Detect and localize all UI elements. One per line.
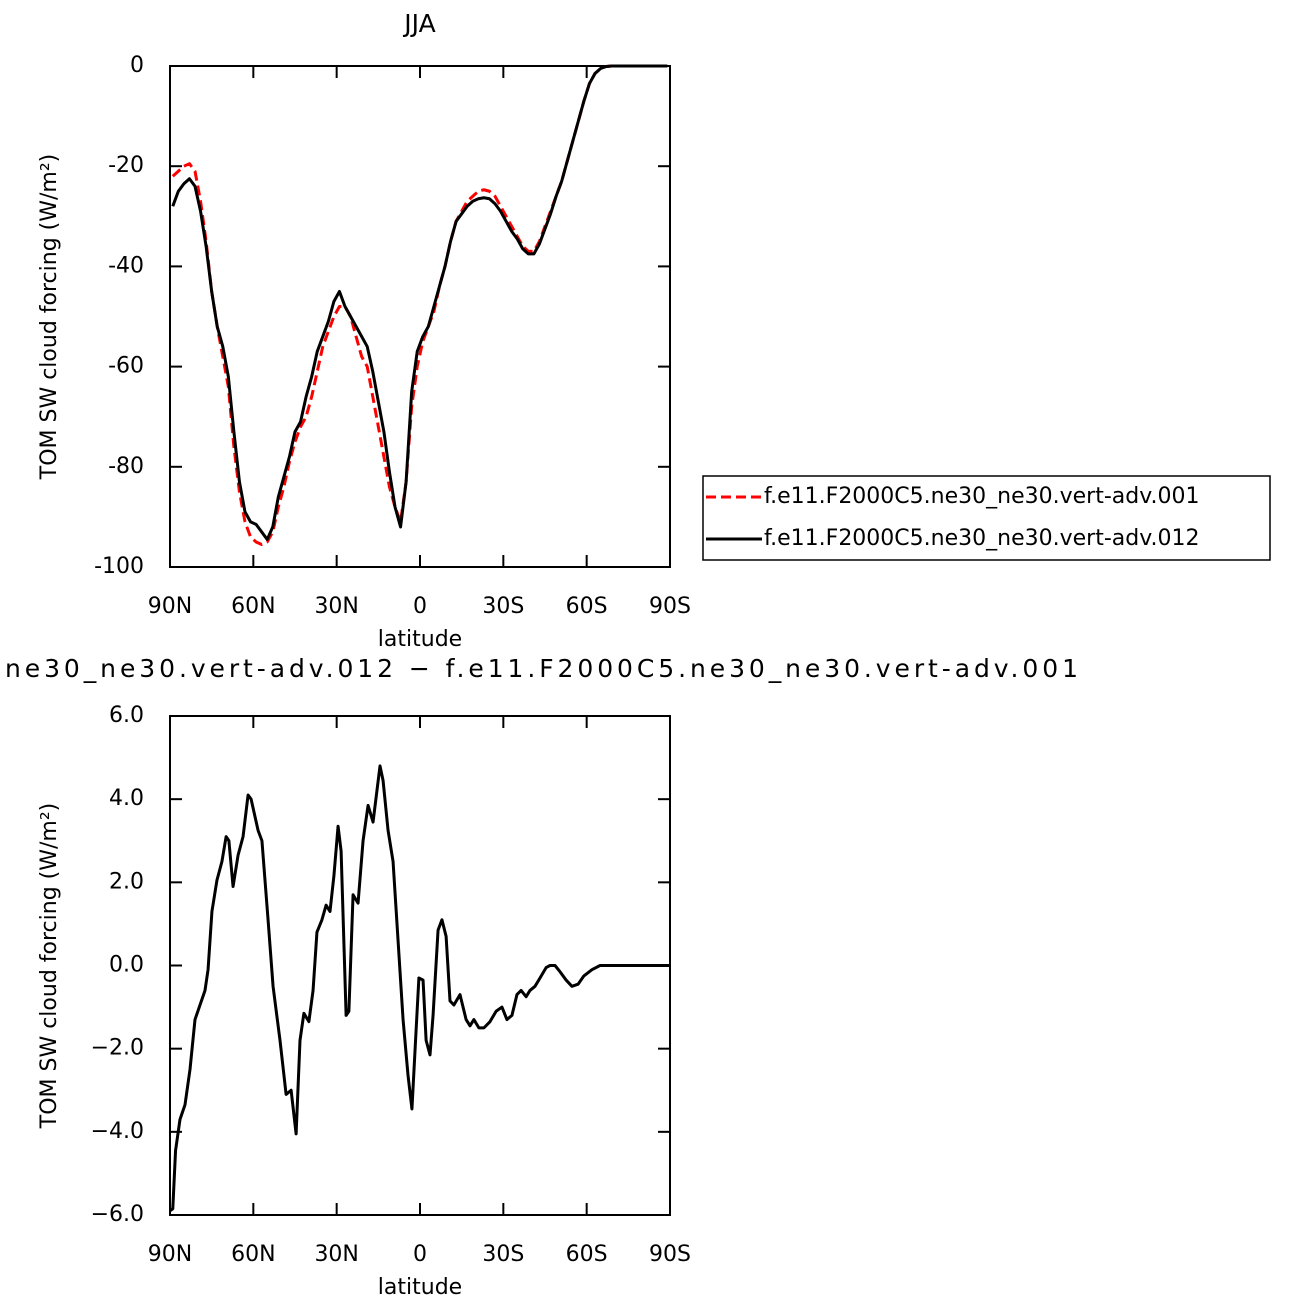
y-tick-label: -20: [108, 153, 144, 178]
data-line: [169, 764, 670, 1213]
y-tick-label: 2.0: [109, 869, 144, 894]
x-tick-label: 30N: [314, 1242, 358, 1267]
x-tick-label: 60N: [231, 1242, 275, 1267]
y-axis-label: TOM SW cloud forcing (W/m²): [37, 154, 62, 480]
y-tick-label: −6.0: [91, 1202, 144, 1227]
legend-label: f.e11.F2000C5.ne30_ne30.vert-adv.012: [764, 526, 1200, 551]
x-axis-label: latitude: [378, 627, 462, 652]
x-tick-label: 30S: [482, 1242, 524, 1267]
x-tick-label: 90S: [649, 594, 691, 619]
y-tick-label: -80: [108, 454, 144, 479]
x-tick-label: 90N: [148, 1242, 192, 1267]
x-tick-label: 0: [413, 1242, 427, 1267]
y-tick-label: −4.0: [91, 1119, 144, 1144]
x-tick-label: 30N: [314, 594, 358, 619]
y-tick-label: -100: [94, 554, 144, 579]
x-tick-label: 60N: [231, 594, 275, 619]
x-tick-label: 30S: [482, 594, 524, 619]
y-tick-label: 0.0: [109, 953, 144, 978]
x-tick-label: 90N: [148, 594, 192, 619]
y-tick-label: -40: [108, 253, 144, 278]
x-tick-label: 0: [413, 594, 427, 619]
chart-title: JJA: [402, 9, 435, 38]
y-tick-label: 0: [130, 53, 144, 78]
x-tick-label: 60S: [566, 594, 608, 619]
data-line: [171, 64, 668, 546]
chart-title: ne30_ne30.vert-adv.012 − f.e11.F2000C5.n…: [5, 654, 1078, 683]
y-tick-label: −2.0: [91, 1036, 144, 1061]
plot-frame: [169, 65, 671, 568]
x-tick-label: 60S: [566, 1242, 608, 1267]
x-axis-label: latitude: [378, 1275, 462, 1300]
y-tick-label: -60: [108, 354, 144, 379]
x-tick-label: 90S: [649, 1242, 691, 1267]
legend-label: f.e11.F2000C5.ne30_ne30.vert-adv.001: [764, 484, 1200, 509]
data-line: [171, 64, 668, 541]
legend-box: [702, 475, 1271, 561]
y-tick-label: 4.0: [109, 786, 144, 811]
y-tick-label: 6.0: [109, 703, 144, 728]
plot-frame: [169, 715, 671, 1216]
y-axis-label: TOM SW cloud forcing (W/m²): [37, 803, 62, 1129]
